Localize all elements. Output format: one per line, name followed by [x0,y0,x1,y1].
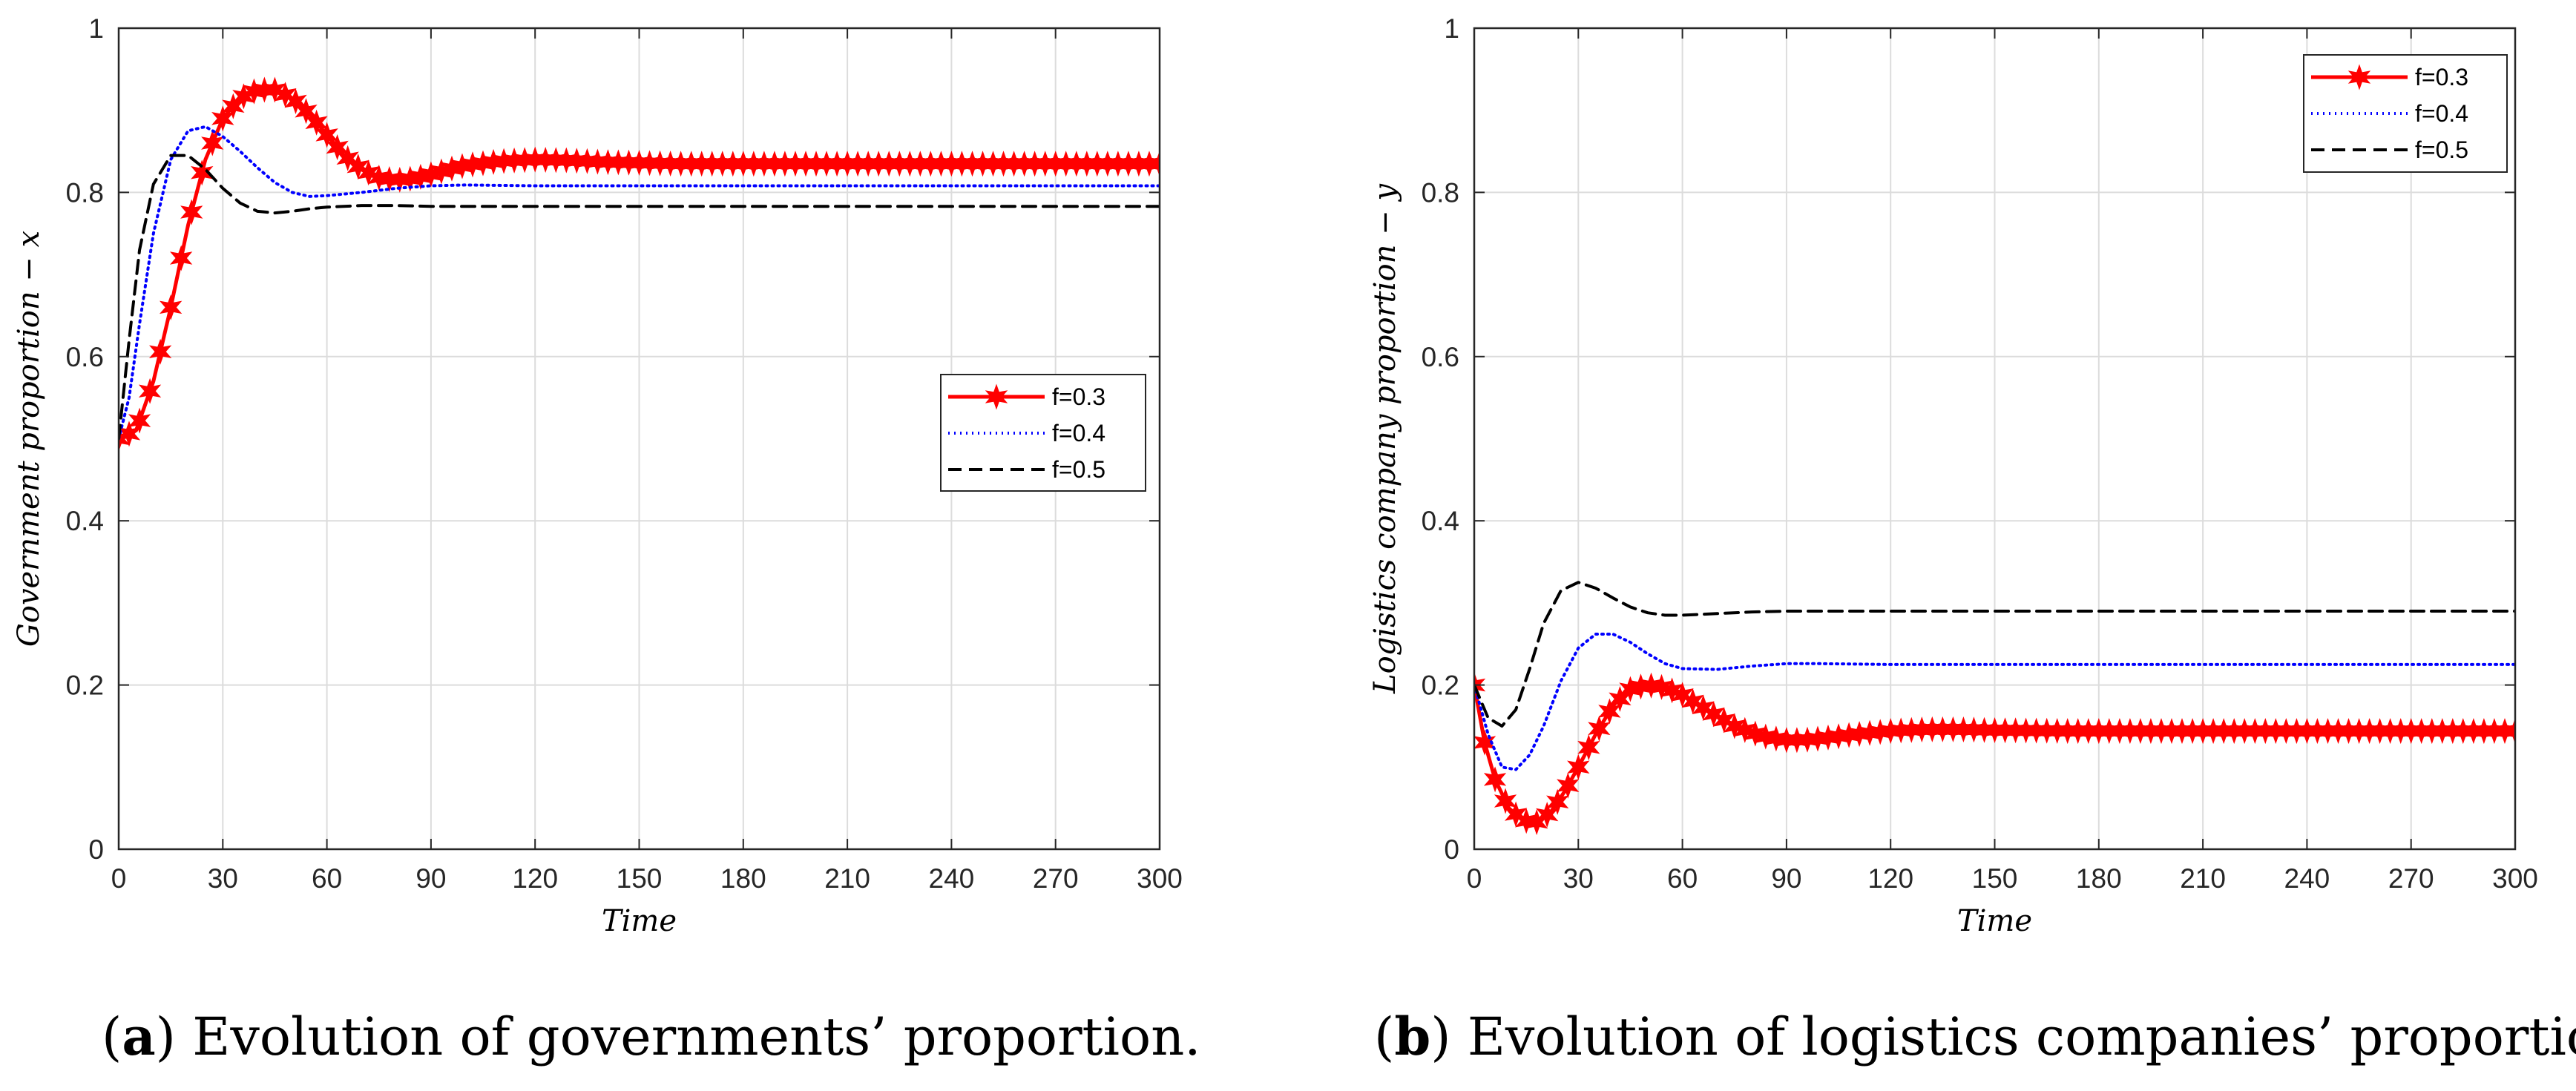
series-marker-a-0 [284,88,307,115]
legend-label-a-2: f=0.5 [1052,456,1105,483]
x-tick-label-b: 150 [1972,863,2018,894]
plot-area-a [119,76,1160,452]
x-tick-label-a: 30 [208,863,238,894]
series-marker-a-0 [326,134,349,161]
x-tick-label-b: 90 [1771,863,1801,894]
x-tick-label-b: 270 [2388,863,2434,894]
x-tick-label-b: 0 [1467,863,1482,894]
y-tick-label-b: 0.2 [1422,670,1459,701]
legend-box-b [2303,54,2508,173]
y-tick-label-b: 0.8 [1422,177,1459,208]
series-marker-a-0 [191,159,214,186]
series-marker-a-0 [336,145,359,171]
caption-a-tag: a [122,1006,155,1067]
series-marker-a-0 [128,407,151,434]
series-marker-a-0 [315,122,338,148]
panel-a-chart: 0 30 60 90 120 150 180 210 240 270 300 0 0.2 0.4 0.6 0.… [12,13,1183,938]
y-tick-label-b: 0.6 [1422,342,1459,372]
series-marker-a-0 [159,294,183,320]
x-tick-label-b: 30 [1563,863,1594,894]
series-marker-a-0 [180,199,203,225]
x-tick-label-a: 180 [720,863,766,894]
x-tick-label-b: 120 [1867,863,1913,894]
y-tick-label-a: 0 [88,834,104,865]
series-marker-a-0 [148,338,172,365]
y-tick-label-b: 0 [1444,834,1459,865]
series-marker-b-0 [1557,772,1580,799]
x-tick-label-b: 60 [1667,863,1698,894]
x-tick-label-a: 60 [312,863,342,894]
x-tick-label-a: 210 [824,863,870,894]
legend-label-a-0: f=0.3 [1052,383,1105,410]
series-line-a-2 [119,154,1160,441]
x-tick-label-b: 210 [2180,863,2226,894]
caption-a-text: Evolution of governments’ proportion. [176,1006,1201,1067]
y-tick-label-a: 1 [88,13,104,44]
x-tick-label-a: 120 [512,863,558,894]
series-marker-b-0 [1577,734,1600,761]
legend-marker-a-0 [985,383,1008,410]
x-axis-label-b: Time [1957,904,2032,938]
caption-b-text: Evolution of logistics companies’ propor… [1451,1006,2576,1067]
x-tick-label-b: 300 [2492,863,2538,894]
x-tick-label-a: 240 [929,863,975,894]
legend-label-b-1: f=0.4 [2415,100,2468,127]
series-marker-b-0 [1567,754,1590,780]
series-marker-b-0 [1483,766,1507,793]
legend-label-b-0: f=0.3 [2415,64,2468,90]
series-line-a-1 [119,125,1160,441]
legend-label-a-1: f=0.4 [1052,420,1105,446]
series-marker-a-0 [305,109,328,136]
caption-a: (a) Evolution of governments’ proportion… [102,1006,1201,1067]
x-tick-label-a: 270 [1033,863,1079,894]
caption-b: (b) Evolution of logistics companies’ pr… [1374,1006,2576,1067]
y-tick-label-a: 0.8 [66,177,104,208]
legend-marker-b-0 [2347,64,2371,90]
caption-b-tag: b [1394,1006,1430,1067]
y-tick-label-b: 0.4 [1422,506,1459,536]
y-tick-label-b: 1 [1444,13,1459,44]
x-tick-label-b: 240 [2284,863,2330,894]
series-line-b-1 [1474,633,2515,771]
series-marker-a-0 [169,245,193,271]
y-tick-label-a: 0.4 [66,506,104,536]
y-axis-label-b: Logistics company proportion − y [1368,183,1402,694]
panel-b-chart: 0 30 60 90 120 150 180 210 240 270 300 0 0.2 0.4 0.6 0.… [1368,13,2538,938]
y-tick-label-a: 0.2 [66,670,104,701]
series-marker-b-0 [1494,788,1517,814]
x-tick-label-a: 300 [1137,863,1183,894]
series-marker-b-0 [2503,718,2515,745]
x-tick-label-b: 180 [2076,863,2122,894]
y-axis-label-a: Government proportion − x [12,231,46,647]
series-marker-a-0 [138,378,162,404]
x-axis-label-a: Time [602,904,677,938]
series-line-b-2 [1474,581,2515,728]
y-tick-label-a: 0.6 [66,342,104,372]
series-marker-a-0 [295,98,318,125]
x-tick-label-a: 0 [111,863,127,894]
series-marker-a-0 [1148,151,1160,177]
plot-area-b [1474,581,2515,836]
x-tick-label-a: 150 [617,863,663,894]
x-tick-label-a: 90 [415,863,446,894]
legend-label-b-2: f=0.5 [2415,136,2468,163]
